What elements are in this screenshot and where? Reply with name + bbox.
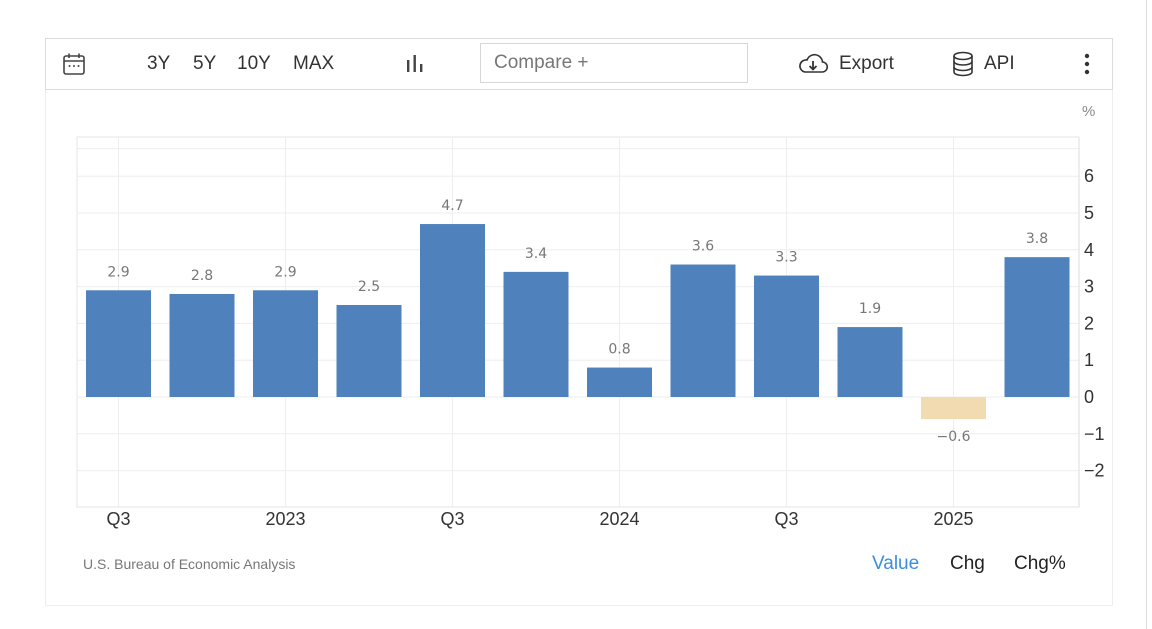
y-tick-label: 1 bbox=[1084, 350, 1094, 370]
api-button[interactable]: API bbox=[952, 39, 1015, 89]
bar bbox=[921, 397, 986, 420]
y-tick-label: 4 bbox=[1084, 240, 1094, 260]
export-button[interactable]: Export bbox=[797, 39, 894, 89]
range-10y-button[interactable]: 10Y bbox=[237, 53, 271, 74]
api-label: API bbox=[984, 53, 1015, 74]
calendar-icon[interactable] bbox=[60, 39, 88, 89]
range-5y-button[interactable]: 5Y bbox=[193, 53, 217, 74]
database-icon bbox=[952, 51, 974, 77]
data-label: 0.8 bbox=[608, 342, 630, 358]
mode-chg-percent-button[interactable]: Chg% bbox=[1014, 553, 1066, 574]
bar bbox=[169, 293, 235, 397]
bar bbox=[420, 224, 485, 397]
data-label: 3.6 bbox=[692, 239, 714, 255]
x-tick-label: Q3 bbox=[774, 509, 798, 529]
bar bbox=[587, 367, 652, 397]
range-3y-button[interactable]: 3Y bbox=[147, 53, 171, 74]
bar bbox=[1004, 257, 1070, 397]
data-label: 2.5 bbox=[358, 279, 380, 295]
y-tick-label: 3 bbox=[1084, 277, 1094, 297]
chart-toolbar: 3Y 5Y 10Y MAX Compare + Export bbox=[45, 38, 1113, 90]
export-label: Export bbox=[839, 53, 894, 74]
y-axis-unit: % bbox=[1082, 103, 1096, 120]
data-label: 3.4 bbox=[525, 246, 547, 262]
y-tick-label: 0 bbox=[1084, 387, 1094, 407]
data-label: 2.8 bbox=[191, 268, 213, 284]
data-label: 4.7 bbox=[441, 198, 463, 214]
bar-chart-icon[interactable] bbox=[403, 39, 427, 89]
data-label: 2.9 bbox=[107, 264, 129, 280]
range-max-button[interactable]: MAX bbox=[293, 53, 335, 74]
data-label: 3.8 bbox=[1026, 231, 1048, 247]
data-label: 3.3 bbox=[775, 250, 797, 266]
source-attribution: U.S. Bureau of Economic Analysis bbox=[83, 556, 296, 572]
x-tick-label: 2025 bbox=[933, 509, 973, 529]
compare-input[interactable]: Compare + bbox=[480, 43, 748, 83]
mode-chg-button[interactable]: Chg bbox=[950, 553, 985, 574]
x-tick-label: 2024 bbox=[599, 509, 639, 529]
bar bbox=[670, 264, 736, 397]
bar bbox=[86, 290, 151, 397]
mode-value-button[interactable]: Value bbox=[872, 553, 920, 574]
bar bbox=[503, 271, 569, 397]
vertical-dots-icon[interactable] bbox=[1080, 39, 1094, 89]
y-tick-label: 2 bbox=[1084, 313, 1094, 333]
y-tick-label: 6 bbox=[1084, 166, 1094, 186]
data-label: −0.6 bbox=[937, 429, 971, 445]
y-tick-label: −1 bbox=[1084, 424, 1105, 444]
cloud-download-icon bbox=[797, 52, 829, 76]
x-tick-label: 2023 bbox=[265, 509, 305, 529]
bar bbox=[837, 327, 903, 397]
bar bbox=[754, 275, 819, 397]
scrollbar-track[interactable] bbox=[1146, 0, 1147, 629]
bar bbox=[336, 305, 402, 397]
data-label: 1.9 bbox=[859, 301, 881, 317]
bar bbox=[253, 290, 318, 397]
y-tick-label: −2 bbox=[1084, 461, 1105, 481]
x-tick-label: Q3 bbox=[440, 509, 464, 529]
x-tick-label: Q3 bbox=[106, 509, 130, 529]
data-label: 2.9 bbox=[274, 264, 296, 280]
y-tick-label: 5 bbox=[1084, 203, 1094, 223]
